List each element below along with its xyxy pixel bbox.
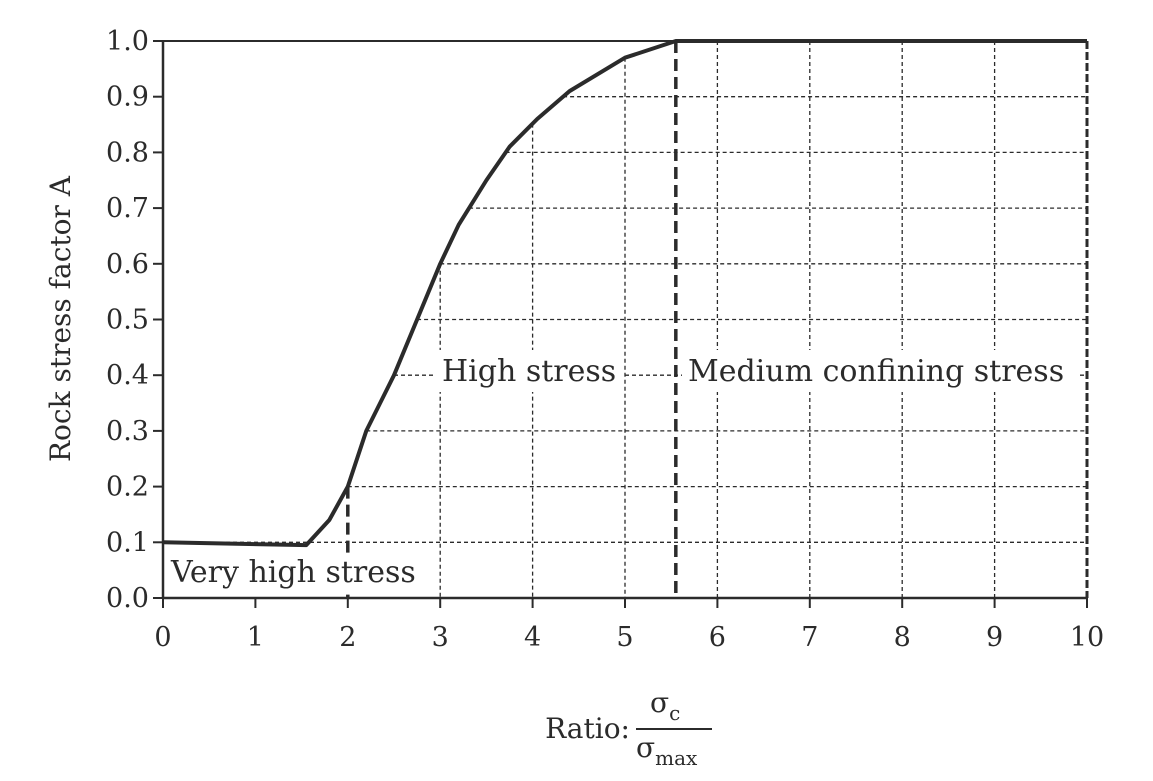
x-axis-label-denominator: σmax xyxy=(636,731,698,770)
x-tick-label: 6 xyxy=(709,622,726,653)
x-tick-label: 9 xyxy=(986,622,1003,653)
region-label-very-high-stress: Very high stress xyxy=(170,555,416,590)
x-tick-label: 7 xyxy=(801,622,818,653)
x-tick-label: 1 xyxy=(247,622,264,653)
region-label-bg-very-high xyxy=(166,553,420,593)
x-tick-label: 5 xyxy=(616,622,633,653)
region-label-medium-confining-stress: Medium confining stress xyxy=(688,354,1064,389)
y-tick-label: 0.9 xyxy=(106,82,149,113)
x-axis-label-prefix: Ratio: xyxy=(545,712,630,745)
y-tick-label: 0.2 xyxy=(106,472,149,503)
x-axis-label: Ratio: σc σmax xyxy=(545,686,712,770)
x-tick-label: 3 xyxy=(432,622,449,653)
y-tick-label: 0.0 xyxy=(106,583,149,614)
guide-lines xyxy=(163,41,1087,598)
y-tick-label: 0.5 xyxy=(106,305,149,336)
region-label-bg-high xyxy=(436,350,624,392)
series-line xyxy=(162,39,1087,548)
y-tick-label: 0.6 xyxy=(106,249,149,280)
y-tick-label: 1.0 xyxy=(106,26,149,57)
region-label-bg-medium xyxy=(682,350,1080,392)
curve-group xyxy=(162,39,1087,548)
y-tick-label: 0.7 xyxy=(106,193,149,224)
x-tick-label: 2 xyxy=(339,622,356,653)
x-axis-label-numerator: σc xyxy=(650,686,680,725)
y-tick-label: 0.3 xyxy=(106,416,149,447)
y-tick-label: 0.4 xyxy=(106,360,149,391)
y-tick-label: 0.8 xyxy=(106,137,149,168)
x-tick-label: 10 xyxy=(1070,622,1104,653)
y-axis-label: Rock stress factor A xyxy=(44,175,77,462)
x-tick-label: 0 xyxy=(154,622,171,653)
x-tick-label: 4 xyxy=(524,622,541,653)
x-ticks: 0 1 2 3 4 5 6 7 8 9 10 xyxy=(154,598,1104,653)
y-ticks: 0.0 0.1 0.2 0.3 0.4 0.5 0.6 0.7 0.8 0.9 1.0 xyxy=(106,26,163,614)
y-tick-label: 0.1 xyxy=(106,527,149,558)
x-tick-label: 8 xyxy=(894,622,911,653)
region-label-high-stress: High stress xyxy=(442,354,616,389)
